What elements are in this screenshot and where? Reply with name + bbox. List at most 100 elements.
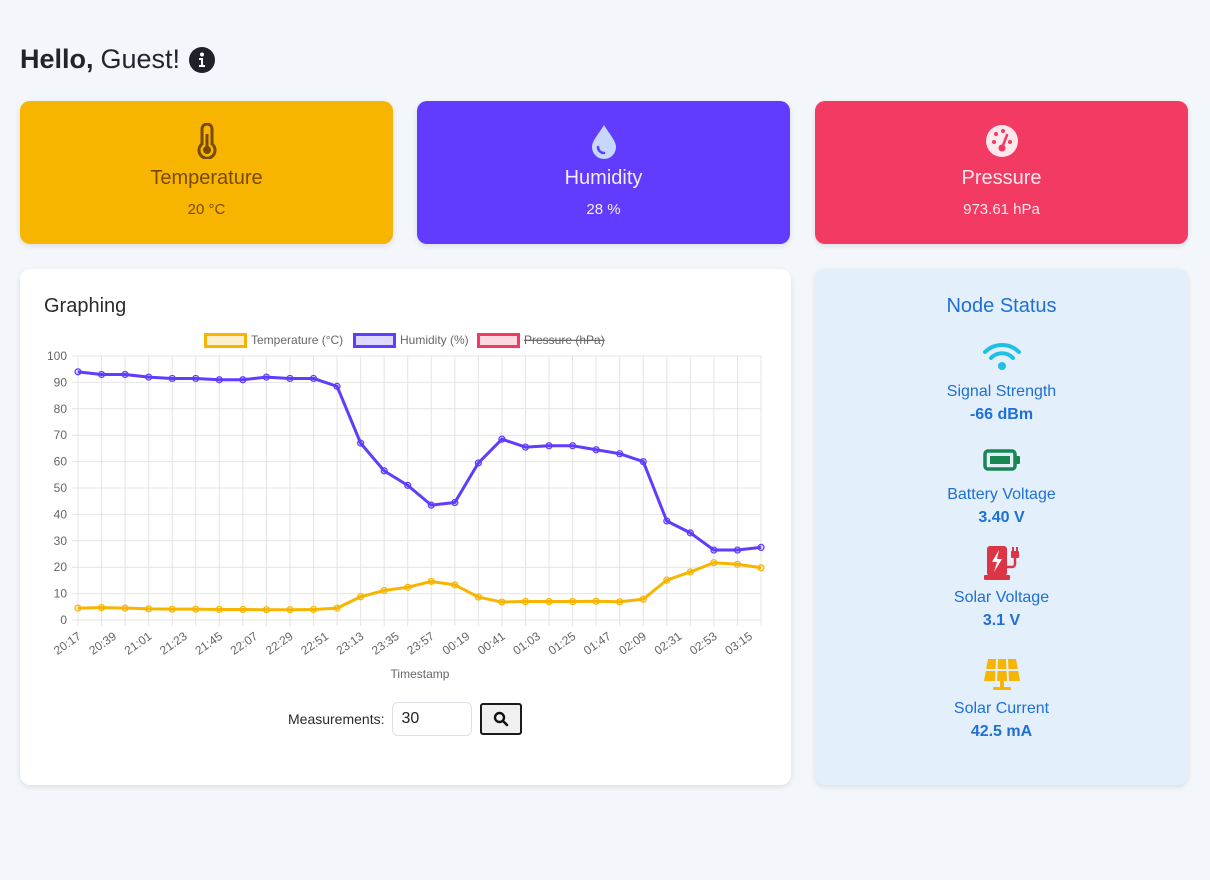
data-point xyxy=(757,564,765,572)
data-point xyxy=(474,459,482,467)
data-point xyxy=(192,605,200,613)
data-point xyxy=(74,368,82,376)
gauge-icon xyxy=(985,125,1018,157)
legend-label: Temperature (°C) xyxy=(251,333,343,347)
x-tick-label: 23:35 xyxy=(369,629,402,658)
greeting-heading: Hello, Guest! xyxy=(20,44,216,75)
data-point xyxy=(498,598,506,606)
x-tick-label: 01:03 xyxy=(510,629,543,658)
graphing-title: Graphing xyxy=(44,295,127,317)
series-line-0 xyxy=(77,561,762,612)
greeting-hello: Hello, xyxy=(20,44,94,74)
data-point xyxy=(286,606,294,614)
solar-voltage-item: Solar Voltage 3.1 V xyxy=(815,545,1188,630)
data-point xyxy=(568,597,577,606)
y-tick-label: 100 xyxy=(47,349,67,363)
signal-strength-value: -66 dBm xyxy=(969,406,1034,423)
y-tick-label: 50 xyxy=(54,481,68,495)
data-point xyxy=(333,604,341,612)
solar-panel-icon xyxy=(983,658,1020,690)
data-point xyxy=(521,597,530,606)
data-point xyxy=(168,374,176,383)
legend-swatch xyxy=(204,333,247,348)
legend-label: Pressure (hPa) xyxy=(524,333,605,347)
measurements-control: Measurements: xyxy=(288,702,523,736)
battery-icon xyxy=(982,449,1020,471)
solar-current-item: Solar Current 42.5 mA xyxy=(815,656,1188,741)
solar-current-label: Solar Current xyxy=(953,700,1050,717)
data-point xyxy=(545,597,553,606)
data-point xyxy=(710,559,718,567)
data-point xyxy=(309,605,318,614)
greeting-name: Guest! xyxy=(100,44,181,74)
data-point xyxy=(168,605,176,613)
data-point xyxy=(427,577,435,586)
x-tick-label: 00:19 xyxy=(440,629,473,658)
y-tick-label: 30 xyxy=(54,534,68,548)
x-tick-label: 22:07 xyxy=(228,629,261,658)
x-tick-label: 23:13 xyxy=(334,629,367,658)
signal-strength-label: Signal Strength xyxy=(946,383,1057,400)
x-tick-label: 22:51 xyxy=(298,629,331,658)
solar-voltage-label: Solar Voltage xyxy=(953,589,1050,606)
data-point xyxy=(568,442,577,450)
y-tick-label: 60 xyxy=(54,455,68,469)
search-icon xyxy=(494,711,509,727)
data-point xyxy=(97,370,106,379)
data-point xyxy=(121,604,129,612)
y-tick-label: 20 xyxy=(54,560,68,574)
x-axis-title: Timestamp xyxy=(391,667,450,681)
y-tick-label: 90 xyxy=(54,375,68,389)
data-point xyxy=(404,481,412,489)
data-point xyxy=(145,373,153,381)
y-tick-label: 10 xyxy=(54,587,68,601)
data-point xyxy=(451,498,459,507)
info-circle-icon[interactable] xyxy=(188,46,216,74)
y-tick-label: 0 xyxy=(60,613,67,627)
x-tick-label: 20:17 xyxy=(51,629,84,658)
data-point xyxy=(592,446,600,454)
y-tick-label: 80 xyxy=(54,402,68,416)
data-point xyxy=(663,576,671,584)
measurements-label: Measurements: xyxy=(288,711,385,727)
solar-current-value: 42.5 mA xyxy=(970,723,1033,740)
data-point xyxy=(451,581,459,589)
data-point xyxy=(686,568,694,576)
data-point xyxy=(757,543,765,551)
pressure-value: 973.61 hPa xyxy=(963,201,1040,218)
x-tick-label: 23:57 xyxy=(404,629,437,658)
data-point xyxy=(710,546,718,554)
data-point xyxy=(639,595,647,603)
data-point xyxy=(121,370,129,379)
x-tick-label: 20:39 xyxy=(86,629,119,658)
x-tick-label: 21:01 xyxy=(122,629,155,658)
x-tick-label: 01:25 xyxy=(546,629,579,658)
battery-voltage-item: Battery Voltage 3.40 V xyxy=(815,442,1188,527)
x-tick-label: 21:45 xyxy=(192,629,225,658)
pressure-label: Pressure xyxy=(961,167,1042,189)
data-point xyxy=(380,586,388,595)
temperature-value: 20 °C xyxy=(187,201,226,218)
data-point xyxy=(686,529,694,537)
droplet-icon xyxy=(591,125,616,159)
legend-swatch xyxy=(353,333,396,348)
data-point xyxy=(333,382,341,390)
measurements-input[interactable] xyxy=(392,702,473,736)
data-point xyxy=(521,443,530,451)
search-button[interactable] xyxy=(480,703,523,735)
humidity-label: Humidity xyxy=(564,167,643,189)
battery-voltage-label: Battery Voltage xyxy=(947,486,1056,503)
data-point xyxy=(545,442,553,450)
data-point xyxy=(215,376,223,384)
signal-strength-item: Signal Strength -66 dBm xyxy=(815,339,1188,424)
data-point xyxy=(262,606,271,614)
data-point xyxy=(192,374,200,383)
data-point xyxy=(592,597,600,605)
graphing-card: Graphing 0 10 20 30 40 50 60 70 80 90 100 20:17 20:3… xyxy=(20,269,791,785)
data-point xyxy=(616,450,624,458)
legend-swatch xyxy=(477,333,520,348)
data-point xyxy=(616,598,624,606)
x-tick-label: 02:53 xyxy=(687,629,720,658)
data-point xyxy=(357,593,365,601)
